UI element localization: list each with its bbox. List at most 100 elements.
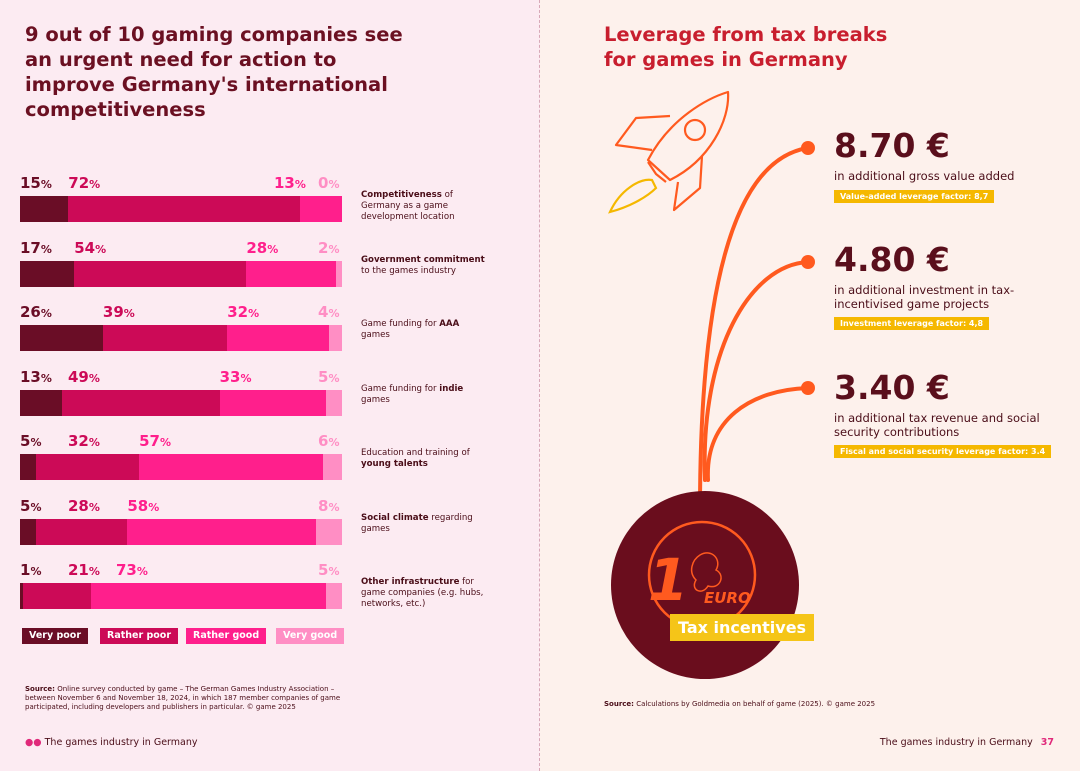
chart-row: 26% 39% 32% 4% Game funding for AAA games [20,303,520,363]
stat-gross-value-added: 8.70 € in additional gross value added V… [834,128,1074,203]
value-label-rather-good: 58% [127,496,160,515]
rocket-flame-icon [608,178,658,214]
leverage-factor-badge: Fiscal and social security leverage fact… [834,445,1052,458]
page-title: 9 out of 10 gaming companies see an urge… [25,23,403,121]
value-label-rather-good: 73% [116,561,148,579]
stat-description: in additional tax revenue and social sec… [834,411,1040,439]
value-label-very-good: 5% [318,367,340,386]
stacked-bar [20,454,342,480]
category-label: Government commitment to the games indus… [361,254,485,276]
branch-dot-2 [801,255,815,269]
bar-segment-very-good [329,325,342,351]
value-label-rather-poor: 72% [68,174,101,192]
chart-row: 17% 54% 28% 2% Government commitment to the … [20,239,520,299]
stat-amount: 3.40 € [834,368,950,407]
coin-number: 1 [648,546,688,614]
value-label-rather-poor: 39% [102,303,135,321]
bar-segment-very-good [315,518,342,545]
page-number: 37 [1040,737,1054,748]
source-note: Source: Online survey conducted by game … [25,685,355,712]
chart-row: 1% 21% 73% 5% Other infrastructure for game … [20,561,520,621]
value-label-rather-poor: 49% [68,367,100,386]
value-label-rather-poor: 21% [68,561,100,579]
value-label-very-poor: 15% [20,174,52,192]
branch-line-2 [702,260,810,482]
bar-segment-rather-poor [36,518,128,545]
page-divider [539,0,541,771]
bar-segment-rather-good [90,583,326,609]
stacked-bar [20,518,342,545]
value-label-rather-good: 57% [139,432,172,450]
bar-segment-rather-good [246,260,336,287]
legend-very-good: Very good [276,628,345,644]
stat-tax-revenue: 3.40 € in additional tax revenue and soc… [834,370,1074,458]
stat-description: in additional investment in tax-incentiv… [834,283,1015,311]
branch-dot-1 [801,141,815,155]
footer-text: The games industry in Germany [879,737,1033,748]
stacked-bar [20,583,342,609]
source-text: Calculations by Goldmedia on behalf of g… [636,700,876,708]
category-label: Other infrastructure for game companies … [361,577,484,609]
leverage-factor-badge: Investment leverage factor: 4,8 [834,317,990,330]
stacked-bar [20,325,342,351]
right-page: Leverage from tax breaks for games in Ge… [540,0,1080,771]
rocket-icon [614,90,730,212]
bar-segment-rather-poor [23,583,91,609]
bar-segment-very-poor [20,260,75,287]
value-label-very-good: 0% [318,174,340,192]
chart-row: 15% 72% 13% 0% Competitiveness of Germany as… [20,174,520,234]
branch-line-3 [705,386,810,482]
source-text: Online survey conducted by game – The Ge… [25,685,341,711]
chart-row: 13% 49% 33% 5% Game funding for indie games [20,368,520,428]
tax-incentives-label: Tax incentives [670,614,815,641]
value-label-very-good: 2% [318,238,340,257]
bar-segment-very-poor [20,518,37,545]
bar-segment-rather-good [300,196,342,222]
value-label-very-good: 5% [318,561,340,579]
value-label-very-poor: 13% [20,367,52,386]
value-label-rather-poor: 32% [68,432,100,450]
value-label-rather-good: 33% [219,367,252,386]
value-label-very-good: 6% [318,432,340,450]
bar-segment-rather-poor [102,325,228,351]
bar-segment-rather-poor [61,389,220,416]
footer-right: The games industry in Germany 37 [880,737,1054,748]
left-page: 9 out of 10 gaming companies see an urge… [0,0,540,771]
branch-line-1 [698,146,810,512]
game-logo-icon: ●● [25,737,42,748]
legend-rather-poor: Rather poor [100,628,179,644]
value-label-very-good: 4% [318,303,340,321]
category-label: Education and training of young talents [361,448,470,469]
bar-segment-rather-good [219,389,326,416]
bar-segment-very-good [335,260,342,287]
value-label-rather-good: 32% [227,303,260,321]
value-label-very-poor: 5% [20,496,42,515]
value-label-rather-good: 13% [274,174,306,192]
bar-segment-rather-poor [68,196,301,222]
value-label-rather-good: 28% [246,238,279,257]
value-label-very-poor: 17% [20,238,52,257]
chart-row: 5% 28% 58% 8% Social climate regarding games [20,497,520,557]
value-label-very-poor: 5% [20,432,42,450]
legend-very-poor: Very poor [22,628,88,644]
legend-rather-good: Rather good [186,628,267,644]
footer-text: The games industry in Germany [44,737,198,748]
category-label: Game funding for indie games [361,383,464,405]
stat-description: in additional gross value added [834,169,1015,183]
category-label: Social climate regarding games [361,512,473,534]
bar-segment-rather-poor [36,454,140,480]
value-label-rather-poor: 54% [74,238,107,257]
value-label-rather-poor: 28% [68,496,100,515]
infographic-title: Leverage from tax breaks for games in Ge… [604,23,888,71]
source-note-right: Source: Calculations by Goldmedia on beh… [604,700,1004,709]
bar-segment-very-good [322,454,342,480]
bar-segment-very-poor [20,325,103,351]
branch-dot-3 [801,381,815,395]
stat-amount: 8.70 € [834,126,950,165]
bar-segment-very-poor [20,196,69,222]
value-label-very-poor: 1% [20,561,42,579]
stat-amount: 4.80 € [834,240,950,279]
coin-base [611,491,799,679]
value-label-very-good: 8% [318,496,340,515]
value-label-very-poor: 26% [20,303,52,321]
